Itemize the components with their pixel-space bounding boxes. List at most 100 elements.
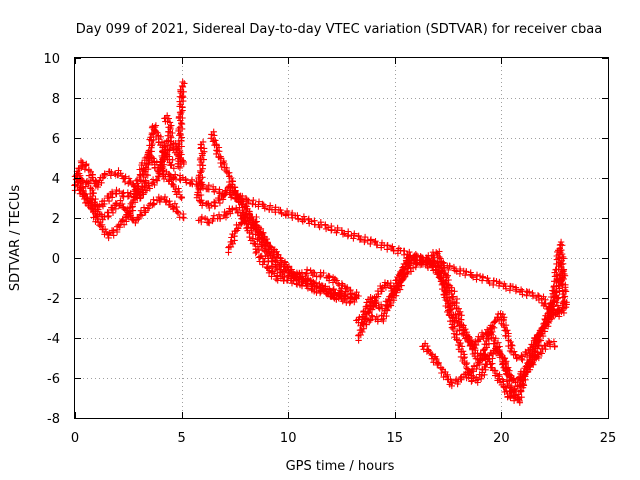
series-track-l xyxy=(419,337,558,402)
data-point xyxy=(461,354,468,361)
data-point xyxy=(133,216,140,224)
data-point xyxy=(449,325,457,333)
data-point xyxy=(253,248,260,255)
data-point xyxy=(311,269,318,277)
data-point xyxy=(157,141,164,149)
data-point xyxy=(89,174,96,181)
data-point xyxy=(519,291,526,298)
data-point xyxy=(179,157,186,164)
data-point xyxy=(437,364,445,371)
data-point xyxy=(244,215,251,222)
data-point xyxy=(560,290,567,298)
data-point xyxy=(437,255,444,262)
y-tick-labels: -8 -6 -4 -2 0 2 4 6 8 10 xyxy=(43,52,60,427)
data-point xyxy=(112,190,119,197)
data-point xyxy=(490,319,498,326)
data-point xyxy=(400,271,408,278)
data-point xyxy=(439,277,447,284)
data-point xyxy=(424,346,432,353)
data-point xyxy=(442,373,450,380)
data-point xyxy=(180,214,187,222)
data-point xyxy=(357,236,365,243)
data-point xyxy=(119,216,126,223)
data-point xyxy=(446,306,453,314)
data-point xyxy=(431,354,438,362)
data-point xyxy=(226,173,233,180)
data-point xyxy=(208,202,215,209)
data-point xyxy=(206,219,213,227)
data-point xyxy=(293,280,300,287)
data-point xyxy=(412,263,419,271)
data-point xyxy=(228,234,235,241)
data-point xyxy=(143,160,151,167)
data-point xyxy=(151,181,158,189)
data-point xyxy=(427,350,434,357)
data-point xyxy=(485,355,492,362)
data-point xyxy=(256,238,263,245)
data-point xyxy=(84,180,92,187)
data-point xyxy=(227,238,234,246)
data-point xyxy=(234,224,242,232)
data-point xyxy=(424,342,431,350)
data-point xyxy=(341,230,348,237)
data-point xyxy=(290,275,298,282)
data-point xyxy=(267,244,275,251)
data-point xyxy=(246,233,253,241)
data-point xyxy=(112,205,119,212)
data-point xyxy=(211,142,218,149)
data-point xyxy=(531,335,539,343)
data-point xyxy=(465,371,472,378)
data-point xyxy=(248,224,255,231)
data-point xyxy=(126,179,133,186)
data-point xyxy=(314,283,321,290)
data-point xyxy=(550,306,557,313)
data-point xyxy=(178,194,185,202)
data-point xyxy=(215,188,223,196)
data-point xyxy=(517,286,525,293)
data-point xyxy=(239,207,246,214)
data-point xyxy=(468,367,475,375)
data-point xyxy=(210,198,218,206)
data-point xyxy=(90,177,97,185)
data-point xyxy=(438,369,445,377)
data-point xyxy=(153,177,160,184)
data-point xyxy=(237,199,244,206)
data-point xyxy=(384,242,391,249)
data-point xyxy=(320,287,327,294)
data-point xyxy=(165,201,173,208)
data-point xyxy=(483,344,490,351)
data-point xyxy=(216,215,224,222)
data-point xyxy=(205,219,212,226)
data-point xyxy=(260,229,267,237)
data-point xyxy=(489,328,496,335)
data-point xyxy=(369,299,376,306)
data-point xyxy=(159,170,167,178)
data-point xyxy=(124,209,132,216)
data-point xyxy=(559,253,567,261)
data-point xyxy=(260,258,267,265)
data-point xyxy=(395,282,402,289)
data-point xyxy=(176,188,183,196)
data-point xyxy=(324,224,332,231)
data-point xyxy=(265,269,273,276)
data-point xyxy=(556,241,564,249)
data-point xyxy=(166,171,173,178)
data-point xyxy=(195,174,202,181)
series-track-m xyxy=(156,112,570,320)
data-point xyxy=(503,371,510,378)
data-point xyxy=(94,183,102,191)
data-point xyxy=(514,383,521,390)
data-point xyxy=(506,393,514,400)
data-point xyxy=(265,248,272,256)
data-point xyxy=(180,160,187,168)
data-point xyxy=(465,333,472,340)
data-point xyxy=(534,292,542,299)
data-point xyxy=(446,297,454,304)
data-point xyxy=(433,359,441,366)
data-point xyxy=(175,125,182,133)
data-point xyxy=(157,195,165,202)
data-point xyxy=(448,379,456,387)
data-point xyxy=(229,178,236,185)
data-point xyxy=(149,123,156,130)
data-point xyxy=(198,197,205,204)
